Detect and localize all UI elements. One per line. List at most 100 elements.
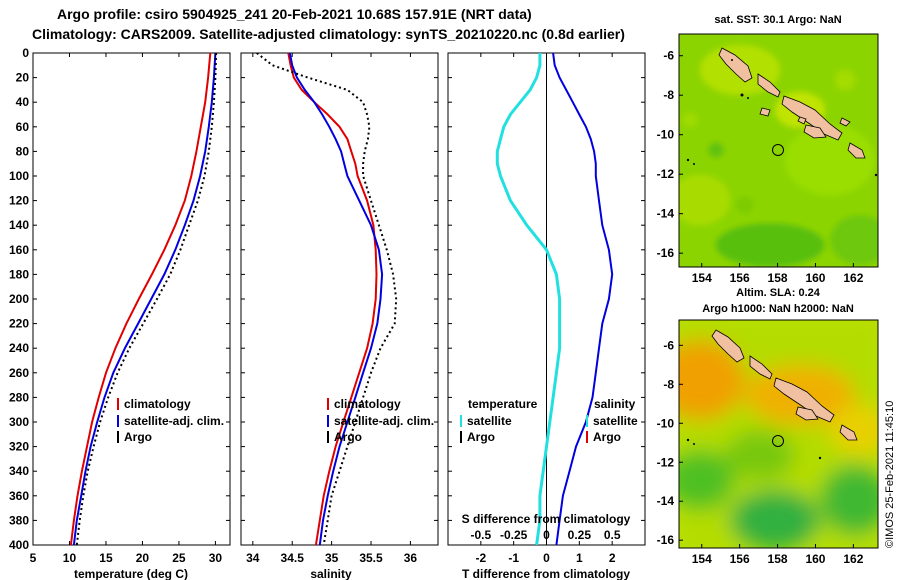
sla-float-marker — [772, 435, 784, 447]
sla-map-axes: 154 156 158 160 162 -6 -8 -10 -12 -14 -16 — [657, 338, 864, 566]
legend-temp-satellite: satellite — [467, 414, 512, 428]
map-x-tick-label: 156 — [730, 552, 750, 566]
sst-map-title: sat. SST: 30.1 Argo: NaN — [714, 14, 841, 26]
map-y-tick-label: -16 — [657, 246, 675, 260]
x-tick-label: 36 — [404, 551, 418, 565]
salinity-xlabel: salinity — [310, 567, 352, 580]
temperature-legend: climatology satellite-adj. clim. Argo — [117, 397, 224, 444]
legend-satellite-adj: satellite-adj. clim. — [124, 414, 224, 428]
legend-temp-argo: Argo — [467, 430, 495, 444]
legend-satellite-adj: satellite-adj. clim. — [334, 414, 434, 428]
sla-map-title-line2: Argo h1000: NaN h2000: NaN — [702, 303, 854, 315]
legend-swatch-climatology — [327, 398, 329, 410]
axes: 0204060801001201401601802002202402602803… — [9, 46, 645, 565]
legend-temperature-title: temperature — [468, 397, 538, 411]
temperature-plot — [69, 53, 218, 545]
legend-argo: Argo — [334, 430, 362, 444]
top-x-tick-label: 0.5 — [604, 528, 621, 542]
series-satellite-adj-clim- — [288, 53, 384, 545]
series-temperature — [495, 53, 562, 545]
temperature-xlabel: temperature (deg C) — [74, 567, 188, 580]
map-y-tick-label: -6 — [663, 49, 674, 63]
x-tick-label: 35 — [325, 551, 339, 565]
y-tick-label: 100 — [9, 169, 29, 183]
legend-swatch-satellite — [327, 415, 329, 427]
credit-text: ©IMOS 25-Feb-2021 11:45:10 — [884, 401, 896, 548]
legend-swatch-sal-argo — [586, 431, 588, 443]
series-climatology — [69, 53, 212, 545]
map-x-tick-label: 158 — [768, 552, 788, 566]
x-tick-label: 20 — [136, 551, 150, 565]
y-tick-label: 0 — [22, 46, 29, 60]
legend-climatology: climatology — [334, 397, 401, 411]
difference-legend-temperature: temperature satellite Argo — [460, 397, 538, 444]
salinity-legend: climatology satellite-adj. clim. Argo — [327, 397, 434, 444]
y-tick-label: 340 — [9, 464, 29, 478]
top-x-tick-label: 0 — [543, 528, 550, 542]
legend-sal-satellite: satellite — [593, 414, 638, 428]
legend-swatch-temp-argo — [460, 431, 462, 443]
x-tick-label: 1 — [576, 551, 583, 565]
y-tick-label: 20 — [16, 71, 30, 85]
map-x-tick-label: 154 — [692, 271, 712, 285]
y-tick-label: 220 — [9, 317, 29, 331]
map-y-tick-label: -12 — [657, 167, 675, 181]
sla-map-title-line1: Altim. SLA: 0.24 — [736, 287, 821, 299]
map-x-tick-label: 158 — [768, 271, 788, 285]
top-x-tick-label: -0.5 — [470, 528, 491, 542]
x-tick-label: 30 — [209, 551, 223, 565]
map-x-tick-label: 162 — [843, 271, 863, 285]
y-tick-label: 240 — [9, 341, 29, 355]
x-tick-label: 15 — [99, 551, 113, 565]
y-tick-label: 120 — [9, 194, 29, 208]
legend-sal-argo: Argo — [593, 430, 621, 444]
x-tick-label: -1 — [508, 551, 519, 565]
x-tick-label: 2 — [609, 551, 616, 565]
x-tick-label: 25 — [172, 551, 186, 565]
difference-xlabel: T difference from climatology — [462, 567, 630, 580]
legend-swatch-climatology — [117, 398, 119, 410]
y-tick-label: 400 — [9, 538, 29, 552]
series-salinity — [552, 53, 614, 545]
legend-swatch-satellite — [117, 415, 119, 427]
y-tick-label: 180 — [9, 267, 29, 281]
x-tick-label: 0 — [543, 551, 550, 565]
y-tick-label: 320 — [9, 440, 29, 454]
legend-climatology: climatology — [124, 397, 191, 411]
map-y-tick-label: -14 — [657, 207, 675, 221]
map-y-tick-label: -14 — [657, 494, 675, 508]
map-y-tick-label: -6 — [663, 338, 674, 352]
y-tick-label: 60 — [16, 120, 30, 134]
sst-map — [679, 34, 878, 267]
map-x-tick-label: 162 — [843, 552, 863, 566]
legend-swatch-sal-satellite — [586, 415, 588, 427]
legend-salinity-title: salinity — [594, 397, 636, 411]
map-x-tick-label: 160 — [805, 271, 825, 285]
difference-plot — [495, 53, 614, 545]
map-y-tick-label: -10 — [657, 416, 675, 430]
difference-legend-salinity: salinity satellite Argo — [586, 397, 638, 444]
y-tick-label: 280 — [9, 390, 29, 404]
top-x-tick-label: 0.25 — [568, 528, 592, 542]
sst-float-marker — [772, 144, 784, 156]
y-tick-label: 140 — [9, 218, 29, 232]
map-y-tick-label: -16 — [657, 533, 675, 547]
chart-title-line2: Climatology: CARS2009. Satellite-adjuste… — [32, 26, 625, 42]
x-tick-label: 10 — [63, 551, 77, 565]
y-tick-label: 40 — [16, 95, 30, 109]
y-tick-label: 380 — [9, 513, 29, 527]
y-tick-label: 260 — [9, 366, 29, 380]
y-tick-label: 80 — [16, 144, 30, 158]
difference-top-xlabel: S difference from climatology — [462, 512, 631, 526]
map-x-tick-label: 156 — [730, 271, 750, 285]
map-x-tick-label: 160 — [805, 552, 825, 566]
map-y-tick-label: -8 — [663, 88, 674, 102]
legend-swatch-argo — [327, 431, 329, 443]
y-tick-label: 160 — [9, 243, 29, 257]
legend-swatch-argo — [117, 431, 119, 443]
y-tick-label: 360 — [9, 489, 29, 503]
map-y-tick-label: -12 — [657, 455, 675, 469]
legend-swatch-temp-satellite — [460, 415, 462, 427]
chart-title-line1: Argo profile: csiro 5904925_241 20-Feb-2… — [57, 6, 532, 22]
